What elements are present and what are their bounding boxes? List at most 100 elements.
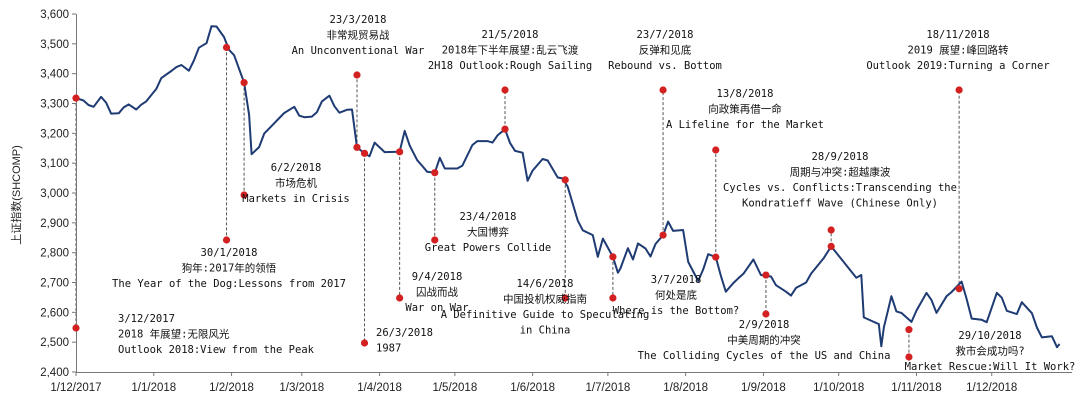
y-axis-label: 上证指数(SHCOMP)	[9, 145, 23, 245]
annotation-point	[431, 169, 439, 177]
annotation-text: 30/1/2018	[201, 247, 258, 259]
annotation-anchor-dot	[561, 294, 569, 302]
annotation-anchor-dot	[712, 146, 720, 154]
annotation-text: Markets in Crisis	[242, 193, 349, 205]
annotation-text: 救市会成功吗?	[955, 345, 1024, 358]
annotation-anchor-dot	[609, 294, 617, 302]
annotation-labels: 3/12/2017 2018 年展望:无限风光 Outlook 2018:View …	[112, 14, 1075, 373]
annotation-text: The Year of the Dog:Lessons from 2017	[112, 278, 346, 290]
y-tick-label: 2,500	[40, 337, 69, 349]
annotation-text: 18/11/2018	[926, 29, 989, 41]
annotation-anchor-dot	[431, 236, 439, 244]
annotation-anchor-dot	[659, 86, 667, 94]
annotation-text: 非常规贸易战	[327, 29, 390, 42]
y-tick-label: 2,600	[40, 307, 69, 319]
annotation-anchor-dot	[222, 236, 231, 244]
y-tick-label: 2,400	[40, 367, 69, 379]
y-tick-label: 3,200	[40, 128, 69, 140]
y-tick-label: 3,600	[40, 9, 69, 21]
annotation-text: The Colliding Cycles of the US and China	[638, 350, 891, 362]
annotation-point	[955, 285, 963, 293]
x-tick-label: 1/1/2018	[131, 382, 176, 394]
x-tick-label: 1/6/2018	[510, 382, 555, 394]
annotation-anchor-dot	[827, 226, 835, 234]
annotation-text: 何处是底	[655, 289, 697, 302]
annotation-text: 3/12/2017	[118, 313, 175, 325]
y-tick-label: 2,900	[40, 218, 69, 230]
annotation-text: A Lifeline for the Market	[666, 119, 824, 131]
annotation-anchor-dot	[240, 191, 248, 199]
annotation-text: 2H18 Outlook:Rough Sailing	[428, 60, 592, 72]
x-tick-label: 1/5/2018	[432, 382, 477, 394]
annotation-point	[501, 125, 509, 133]
series-line	[75, 25, 1061, 349]
annotation-text: An Unconventional War	[292, 45, 425, 57]
annotation-text: 囚战而战	[416, 287, 458, 299]
annotation-anchor-dot	[905, 353, 913, 361]
y-tick-label: 3,100	[40, 158, 69, 170]
annotation-text: War on War	[405, 302, 468, 314]
annotation-text: Where is the Bottom?	[613, 305, 739, 317]
annotation-text: 中美周期的冲突	[727, 334, 801, 347]
annotation-markers	[72, 43, 963, 361]
annotation-anchor-dot	[353, 71, 361, 79]
annotation-anchor-dot	[501, 86, 509, 94]
x-tick-label: 1/12/2017	[50, 382, 101, 394]
annotation-anchor-dot	[762, 310, 770, 318]
annotation-text: 13/8/2018	[717, 88, 774, 100]
y-tick-label: 2,700	[40, 278, 69, 290]
annotation-text: 23/7/2018	[637, 29, 694, 41]
annotation-point	[360, 149, 369, 157]
y-tick-label: 2,800	[40, 248, 69, 260]
annotation-text: 23/3/2018	[330, 14, 387, 26]
annotation-text: 2/9/2018	[739, 319, 790, 331]
x-tick-label: 1/7/2018	[585, 382, 630, 394]
annotation-text: 向政策再借一命	[708, 103, 782, 116]
annotation-text: 大国博弈	[467, 226, 509, 239]
annotation-text: A Definitive Guide to Speculating	[441, 309, 650, 321]
y-tick-label: 3,000	[40, 188, 69, 200]
x-tick-label: 1/4/2018	[357, 382, 402, 394]
annotation-text: 14/6/2018	[517, 278, 574, 290]
annotation-text: Kondratieff Wave (Chinese Only)	[742, 198, 938, 210]
annotation-point	[827, 242, 835, 251]
y-tick-label: 3,500	[40, 39, 69, 51]
annotation-text: 2018 年展望:无限风光	[118, 328, 230, 341]
annotation-text: 6/2/2018	[271, 162, 322, 174]
annotation-text: 3/7/2018	[651, 274, 702, 286]
annotation-text: 28/9/2018	[812, 151, 869, 163]
y-tick-label: 3,400	[40, 69, 69, 81]
annotation-point	[72, 94, 80, 102]
annotation-text: 23/4/2018	[460, 211, 517, 223]
annotation-text: in China	[520, 325, 571, 337]
annotation-point	[222, 43, 231, 52]
annotation-text: 周期与冲突:超越康波	[790, 166, 891, 179]
x-tick-label: 1/3/2018	[279, 382, 324, 394]
annotation-point	[609, 253, 617, 261]
annotation-anchor-dot	[396, 294, 404, 302]
annotation-text: 1987	[376, 343, 401, 355]
annotation-text: Outlook 2018:View from the Peak	[118, 344, 315, 356]
annotation-text: 26/3/2018	[376, 327, 433, 339]
annotation-point	[353, 143, 361, 151]
annotation-point	[240, 79, 248, 87]
y-tick-labels: 2,400 2,500 2,600 2,700 2,800 2,900 3,000 3,100…	[40, 9, 76, 379]
annotation-point	[396, 148, 404, 156]
annotation-text: Market Rescue:Will It Work?	[905, 361, 1076, 373]
annotation-text: 反弹和见底	[639, 44, 692, 57]
annotation-text: 21/5/2018	[482, 29, 539, 41]
x-tick-label: 1/11/2018	[891, 382, 941, 394]
annotation-anchor-dot	[955, 86, 963, 94]
x-tick-labels: 1/12/2017 1/1/2018 1/2/2018 1/3/2018 1/4/201…	[50, 372, 1017, 394]
annotation-text: 29/10/2018	[958, 330, 1021, 342]
annotation-text: 2018年下半年展望:乱云飞渡	[442, 44, 579, 57]
y-tick-label: 3,300	[40, 99, 69, 111]
annotation-point	[561, 176, 569, 184]
annotation-point	[762, 271, 770, 279]
annotation-point	[712, 253, 720, 261]
annotation-anchor-dot	[360, 339, 369, 347]
annotation-text: 9/4/2018	[412, 271, 463, 283]
annotation-text: 市场危机	[275, 177, 317, 190]
x-tick-label: 1/2/2018	[209, 382, 254, 394]
